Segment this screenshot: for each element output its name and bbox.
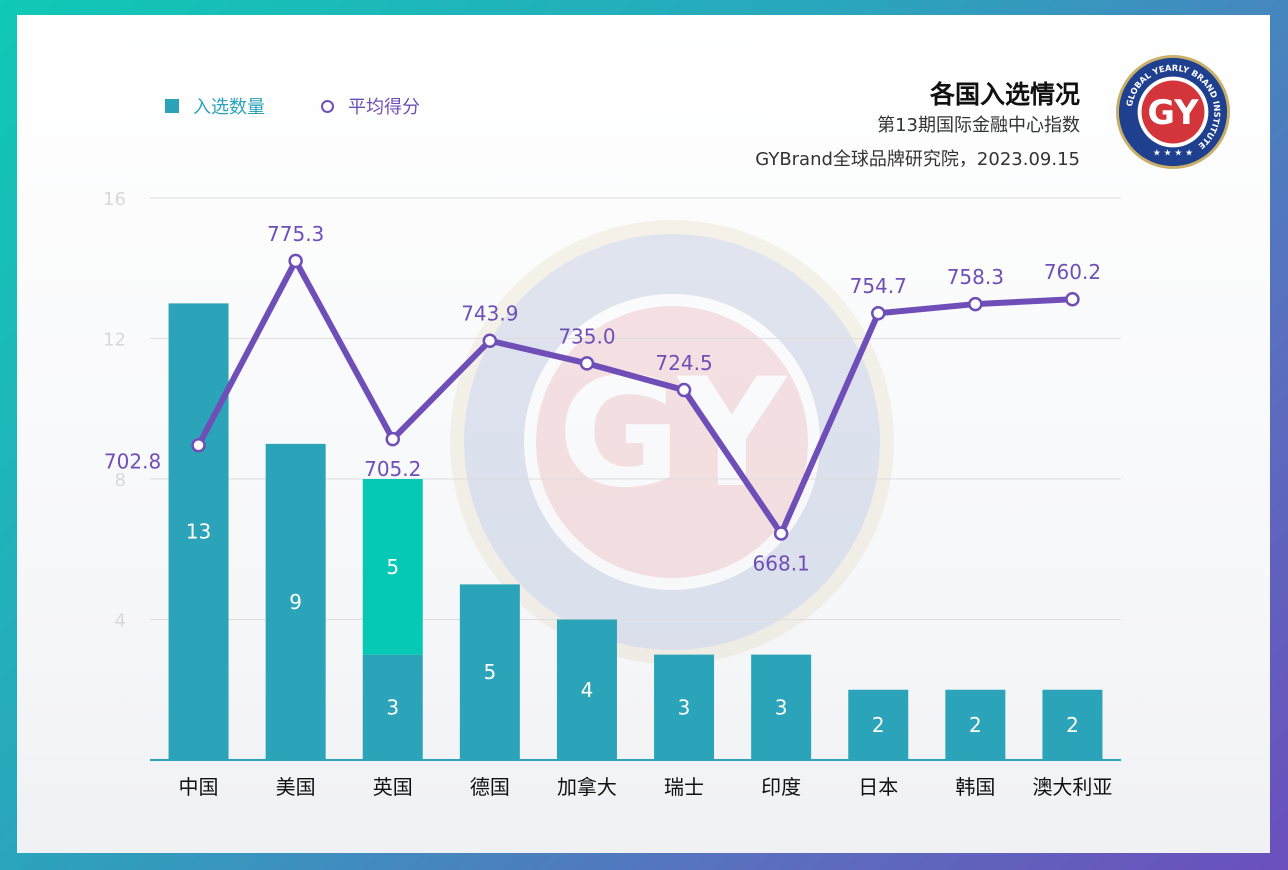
bar	[751, 654, 812, 760]
bar	[556, 619, 617, 760]
score-value-label: 668.1	[753, 552, 810, 576]
bar-value-label: 13	[186, 520, 211, 544]
score-point	[482, 333, 498, 348]
y-tick-label: 8	[115, 470, 126, 491]
x-tick-label: 日本	[858, 775, 898, 799]
bar-value-label: 2	[1066, 713, 1079, 737]
logo-stars: ★ ★ ★ ★	[1153, 148, 1193, 158]
bar	[945, 689, 1006, 760]
x-tick-label: 瑞士	[664, 775, 704, 799]
x-tick-label: 德国	[470, 775, 510, 799]
score-value-label: 743.9	[461, 302, 518, 326]
bar-value-label: 3	[775, 695, 788, 719]
legend-dot-icon	[321, 99, 334, 113]
score-value-label: 705.2	[364, 457, 421, 481]
bar	[848, 689, 909, 760]
score-point	[385, 431, 400, 447]
bars: 13 9 3 5 5 4 3 3 2 2 2	[168, 303, 1103, 760]
y-tick-label: 16	[103, 189, 126, 210]
bar	[168, 303, 229, 760]
bar-value-label: 2	[872, 713, 885, 737]
score-point	[1065, 291, 1080, 307]
y-ticks: 16 12 8 4	[103, 189, 126, 632]
score-point	[968, 296, 983, 312]
bar	[1042, 689, 1103, 760]
bar	[265, 443, 326, 760]
x-tick-label: 英国	[373, 775, 413, 799]
legend-label-count: 入选数量	[193, 97, 265, 118]
score-value-label: 758.3	[947, 265, 1004, 289]
bar	[459, 584, 520, 760]
bar-stack-value-label: 5	[386, 555, 399, 579]
score-polyline	[195, 257, 1073, 537]
bar-value-label: 5	[483, 660, 496, 684]
bar-stack-segment	[362, 479, 423, 655]
x-tick-label: 韩国	[955, 775, 995, 799]
bar-value-label: 4	[581, 678, 594, 702]
y-tick-label: 4	[115, 611, 126, 632]
legend-label-score: 平均得分	[348, 97, 420, 118]
score-point	[676, 382, 692, 398]
score-value-label: 775.3	[267, 222, 324, 246]
legend-bar-icon	[165, 99, 179, 113]
score-line: 702.8 775.3 705.2 743.9 735.0 724.5 668.1 754.7…	[104, 222, 1101, 576]
logo-center	[1141, 80, 1205, 144]
score-point	[773, 526, 789, 541]
x-tick-label: 加拿大	[557, 775, 617, 799]
score-value-label: 702.8	[104, 449, 161, 473]
x-tick-label: 印度	[761, 775, 801, 799]
score-value-label: 760.2	[1044, 260, 1101, 284]
legend-item-count[interactable]: 入选数量	[165, 93, 265, 119]
score-point	[579, 356, 595, 371]
bar-value-label: 3	[386, 695, 399, 719]
score-value-label: 754.7	[850, 274, 907, 298]
bar	[654, 654, 715, 760]
score-point	[871, 305, 886, 321]
x-tick-labels: 中国 美国 英国 德国 加拿大 瑞士 印度 日本 韩国 澳大利亚	[179, 775, 1113, 799]
chart-title: 各国入选情况	[929, 80, 1080, 109]
score-value-label: 735.0	[558, 324, 615, 348]
score-point	[191, 438, 206, 453]
logo-text: GY	[1148, 93, 1200, 132]
legend-item-score[interactable]: 平均得分	[321, 93, 420, 119]
x-tick-label: 中国	[179, 775, 219, 799]
chart-card: GY 16 12 8 4 13 9 3 5 5 4 3 3 2 2 2 中国 美国 英国 德国 加拿大 瑞士 印度 日本…	[17, 15, 1270, 853]
brand-logo: GLOBAL YEARLY BRAND INSTITUTE GY ★ ★ ★ ★	[1115, 54, 1231, 170]
score-point	[288, 253, 303, 269]
score-value-label: 724.5	[655, 351, 712, 375]
chart-subtitle: 第13期国际金融中心指数	[877, 115, 1080, 136]
chart-source: GYBrand全球品牌研究院，2023.09.15	[755, 149, 1080, 170]
bar-value-label: 3	[678, 695, 691, 719]
x-tick-label: 澳大利亚	[1032, 775, 1112, 799]
bar	[362, 654, 423, 760]
y-tick-label: 12	[103, 330, 126, 351]
bar-value-label: 9	[289, 590, 302, 614]
x-tick-label: 美国	[276, 775, 316, 799]
bar-value-label: 2	[969, 713, 982, 737]
